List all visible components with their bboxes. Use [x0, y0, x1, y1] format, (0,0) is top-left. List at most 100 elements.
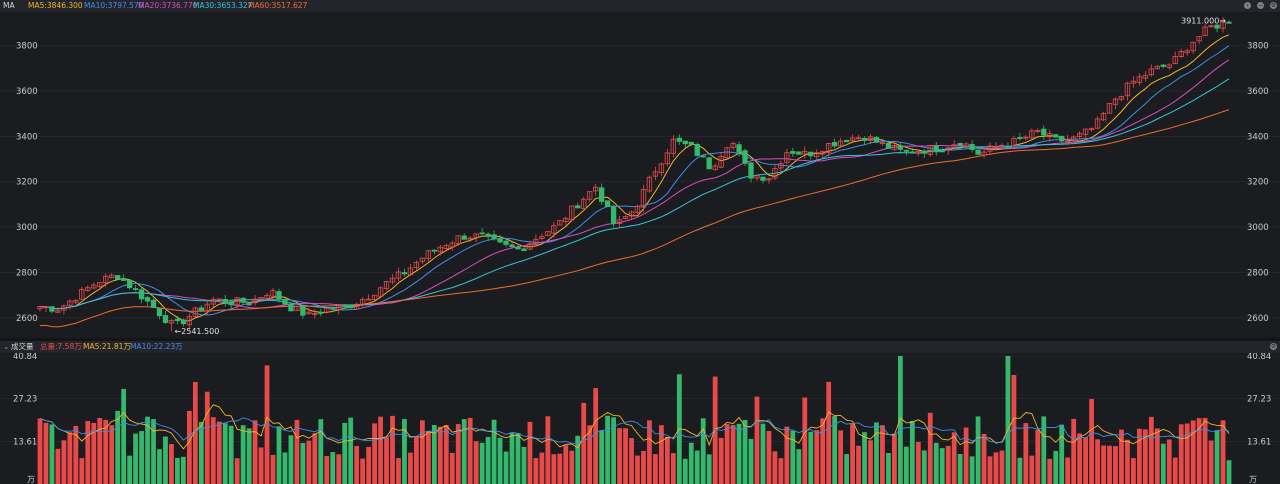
- candle-body[interactable]: [330, 307, 336, 310]
- candle-body[interactable]: [1088, 128, 1095, 131]
- candle-body[interactable]: [658, 163, 665, 174]
- candle-body[interactable]: [999, 144, 1005, 147]
- volume-bar[interactable]: [712, 376, 718, 484]
- volume-bar[interactable]: [1154, 428, 1160, 484]
- candle-body[interactable]: [365, 298, 372, 301]
- volume-bar[interactable]: [581, 402, 587, 484]
- volume-bar[interactable]: [569, 450, 575, 484]
- volume-bar[interactable]: [324, 455, 330, 484]
- volume-bar[interactable]: [288, 435, 294, 484]
- volume-bar[interactable]: [664, 436, 670, 484]
- volume-bar[interactable]: [1196, 418, 1202, 484]
- candle-body[interactable]: [652, 171, 659, 177]
- candle-body[interactable]: [318, 312, 324, 314]
- candle-body[interactable]: [598, 187, 605, 202]
- volume-bar[interactable]: [975, 416, 981, 484]
- candle-body[interactable]: [527, 243, 533, 250]
- volume-bar[interactable]: [599, 430, 605, 484]
- volume-bar[interactable]: [862, 432, 867, 484]
- volume-bar[interactable]: [969, 456, 975, 484]
- candle-body[interactable]: [915, 151, 921, 154]
- candle-body[interactable]: [521, 248, 527, 252]
- candle-body[interactable]: [1136, 76, 1143, 83]
- volume-bar[interactable]: [312, 433, 318, 484]
- candle-body[interactable]: [820, 150, 826, 155]
- candle-body[interactable]: [312, 313, 318, 315]
- volume-bar[interactable]: [892, 433, 897, 484]
- candle-body[interactable]: [132, 288, 139, 290]
- candle-body[interactable]: [276, 291, 282, 300]
- volume-bar[interactable]: [372, 423, 377, 484]
- volume-bar[interactable]: [1107, 445, 1112, 484]
- candle-body[interactable]: [933, 145, 939, 153]
- volume-bar[interactable]: [264, 365, 270, 484]
- volume-bar[interactable]: [1190, 420, 1196, 484]
- candle-body[interactable]: [348, 304, 354, 309]
- volume-bar[interactable]: [461, 419, 467, 484]
- candle-body[interactable]: [945, 147, 951, 151]
- candle-body[interactable]: [1124, 82, 1131, 97]
- candle-body[interactable]: [646, 176, 653, 192]
- volume-bar[interactable]: [670, 453, 676, 484]
- candle-body[interactable]: [103, 275, 109, 284]
- volume-bar[interactable]: [103, 419, 109, 484]
- candle-body[interactable]: [73, 300, 79, 303]
- candle-body[interactable]: [616, 219, 623, 224]
- candle-body[interactable]: [736, 144, 742, 153]
- volume-bar[interactable]: [1041, 416, 1047, 484]
- volume-bar[interactable]: [228, 425, 234, 484]
- candle-body[interactable]: [551, 225, 557, 234]
- volume-bar[interactable]: [378, 416, 383, 484]
- candle-body[interactable]: [1142, 75, 1149, 79]
- volume-bar[interactable]: [180, 456, 186, 484]
- candle-body[interactable]: [479, 232, 485, 235]
- volume-bar[interactable]: [611, 417, 616, 484]
- volume-bar[interactable]: [1029, 455, 1035, 484]
- volume-bar[interactable]: [67, 432, 73, 484]
- candle-body[interactable]: [778, 163, 784, 169]
- volume-bar[interactable]: [724, 424, 730, 484]
- candle-body[interactable]: [198, 307, 204, 311]
- volume-bar[interactable]: [545, 416, 551, 484]
- volume-bar[interactable]: [408, 452, 413, 484]
- volume-bar[interactable]: [121, 388, 127, 484]
- candle-body[interactable]: [443, 245, 449, 249]
- candle-body[interactable]: [377, 287, 384, 297]
- candle-body[interactable]: [282, 298, 288, 305]
- candle-body[interactable]: [1130, 80, 1137, 84]
- volume-bar[interactable]: [563, 445, 569, 484]
- candle-body[interactable]: [120, 278, 127, 281]
- candle-body[interactable]: [258, 297, 264, 300]
- candle-body[interactable]: [575, 205, 581, 209]
- volume-bar[interactable]: [999, 450, 1005, 484]
- volume-bar[interactable]: [1077, 433, 1083, 484]
- candle-body[interactable]: [855, 137, 862, 140]
- candle-body[interactable]: [772, 168, 778, 179]
- candle-body[interactable]: [909, 151, 916, 154]
- volume-bar[interactable]: [575, 435, 581, 484]
- volume-bar[interactable]: [927, 412, 933, 484]
- volume-bar[interactable]: [306, 440, 312, 484]
- candle-body[interactable]: [1076, 133, 1083, 138]
- volume-bar[interactable]: [402, 419, 407, 484]
- volume-bar[interactable]: [455, 424, 461, 484]
- candle-body[interactable]: [1184, 50, 1190, 53]
- volume-bar[interactable]: [826, 381, 832, 484]
- candle-body[interactable]: [55, 310, 61, 313]
- candle-body[interactable]: [885, 142, 892, 149]
- candle-body[interactable]: [473, 233, 479, 238]
- volume-bar[interactable]: [1005, 356, 1011, 484]
- volume-bar[interactable]: [1059, 424, 1065, 484]
- volume-bar[interactable]: [61, 440, 67, 484]
- candle-body[interactable]: [186, 316, 193, 326]
- volume-bar[interactable]: [157, 449, 162, 484]
- candle-body[interactable]: [449, 242, 455, 248]
- candle-body[interactable]: [67, 300, 73, 306]
- candle-body[interactable]: [300, 306, 306, 316]
- volume-bar[interactable]: [844, 454, 850, 484]
- candle-body[interactable]: [790, 151, 796, 154]
- candle-body[interactable]: [240, 297, 246, 303]
- volume-bar[interactable]: [987, 456, 993, 484]
- volume-bar[interactable]: [467, 417, 473, 484]
